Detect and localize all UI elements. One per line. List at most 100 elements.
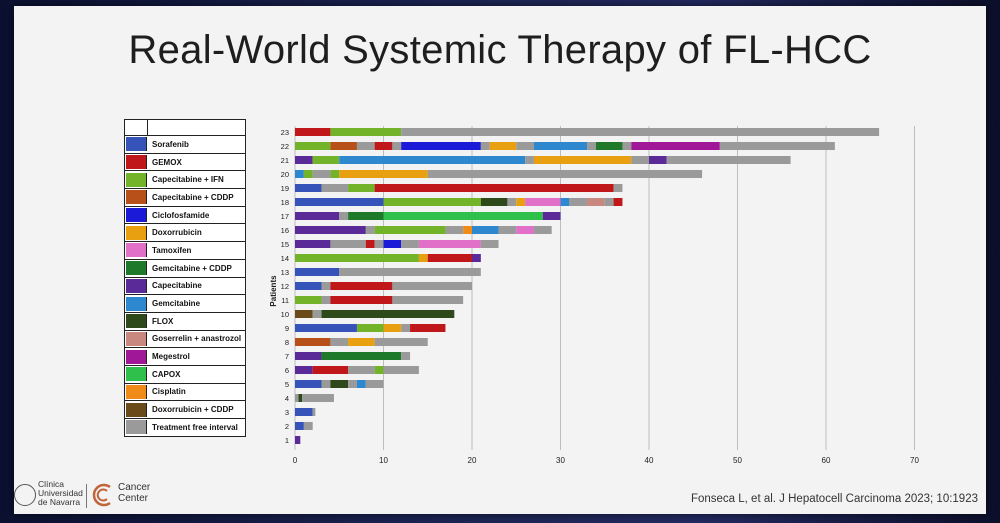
patient-label: 12 [281, 282, 289, 291]
patient-label: 21 [281, 156, 289, 165]
bar-segment [295, 296, 322, 304]
bar-segment [666, 156, 791, 164]
bar-segment [339, 170, 428, 178]
legend-label: Capecitabine [152, 281, 202, 291]
bar-segment [312, 170, 331, 178]
y-axis-label: Patients [269, 275, 278, 307]
bar-segment [604, 198, 614, 206]
bar-segment [631, 142, 720, 150]
bar-segment [516, 142, 534, 150]
bar-segment [401, 352, 411, 360]
legend-swatch [126, 402, 147, 417]
bar-segment [410, 324, 446, 332]
patient-label: 20 [281, 170, 289, 179]
bar-segment [348, 184, 375, 192]
legend-header [125, 120, 245, 136]
legend-item: Treatment free interval [125, 419, 245, 436]
legend-item: Capecitabine [125, 278, 245, 296]
bar-segment [312, 156, 340, 164]
legend-item: FLOX [125, 313, 245, 331]
bar-segment [418, 240, 481, 248]
bar-segment [312, 310, 322, 318]
bar-segment [348, 212, 384, 220]
patient-label: 9 [285, 324, 289, 333]
center-line-2: Center [118, 493, 149, 504]
bar-segment [489, 142, 517, 150]
bar-segment [295, 184, 322, 192]
bar-segment [303, 422, 313, 430]
bar-segment [383, 212, 543, 220]
bar-segment [303, 170, 313, 178]
bar-segment [348, 380, 357, 388]
bar-segment [321, 380, 331, 388]
legend-swatch [126, 314, 147, 329]
bar-segment [569, 198, 588, 206]
legend-item: Gemcitabine + CDDP [125, 260, 245, 278]
legend-item: GEMOX [125, 154, 245, 172]
bar-segment [339, 268, 481, 276]
x-tick-label: 70 [910, 456, 919, 465]
bar-segment [348, 338, 375, 346]
bar-segment [330, 142, 357, 150]
bar-segment [401, 128, 880, 136]
bar-segment [295, 338, 331, 346]
bar-segment [516, 226, 534, 234]
bar-segment [295, 254, 419, 262]
bar-segment [418, 254, 428, 262]
bar-segment [613, 198, 623, 206]
patient-label: 11 [281, 296, 289, 305]
bar-segment [383, 324, 402, 332]
x-tick-label: 30 [556, 456, 565, 465]
bar-segment [295, 310, 313, 318]
legend-swatch [126, 190, 147, 205]
bar-segment [295, 212, 340, 220]
patient-label: 4 [285, 394, 289, 403]
patient-label: 18 [281, 198, 289, 207]
bar-segment [330, 338, 349, 346]
bar-segment [383, 198, 481, 206]
legend-label: Tamoxifen [152, 245, 192, 255]
legend-label: Megestrol [152, 352, 190, 362]
legend-label: Cisplatin [152, 387, 186, 397]
bar-segment [295, 422, 304, 430]
legend-label: Capecitabine + IFN [152, 175, 224, 185]
legend-item: Sorafenib [125, 136, 245, 154]
patient-label: 2 [285, 422, 289, 431]
bar-segment [295, 156, 313, 164]
legend-swatch [126, 208, 147, 223]
slide: Real-World Systemic Therapy of FL-HCC So… [14, 6, 986, 514]
bar-segment [533, 226, 552, 234]
x-tick-label: 0 [293, 456, 298, 465]
bar-segment [321, 352, 402, 360]
patient-label: 5 [285, 380, 289, 389]
patient-label: 3 [285, 408, 289, 417]
x-tick-label: 50 [733, 456, 742, 465]
bar-segment [401, 240, 419, 248]
bar-segment [356, 142, 375, 150]
bar-segment [321, 310, 455, 318]
bar-segment [374, 240, 384, 248]
legend-swatch [126, 278, 147, 293]
legend-table: Sorafenib GEMOX Capecitabine + IFN Capecita… [124, 119, 246, 437]
bar-segment [374, 142, 393, 150]
bar-segment [365, 380, 384, 388]
bar-segment [330, 282, 393, 290]
bar-segment [383, 240, 402, 248]
bar-segment [295, 170, 304, 178]
bar-segment [321, 184, 349, 192]
bar-segment [533, 142, 588, 150]
swimmer-plot: 0 10 20 30 40 50 60 70Patients23222120191817161… [269, 126, 919, 465]
bar-segment [533, 156, 632, 164]
legend-label: Doxorrubicin + CDDP [152, 405, 234, 415]
patient-label: 16 [281, 226, 289, 235]
legend-label: CAPOX [152, 369, 181, 379]
bar-segment [321, 282, 331, 290]
legend-swatch [126, 367, 147, 382]
bar-segment [295, 352, 322, 360]
bar-segment [295, 240, 331, 248]
institution-line-2: Universidad [38, 488, 83, 498]
institution-line-1: Clínica [38, 479, 64, 489]
legend-swatch [126, 243, 147, 258]
slide-title: Real-World Systemic Therapy of FL-HCC [128, 28, 872, 72]
legend-swatch [126, 261, 147, 276]
